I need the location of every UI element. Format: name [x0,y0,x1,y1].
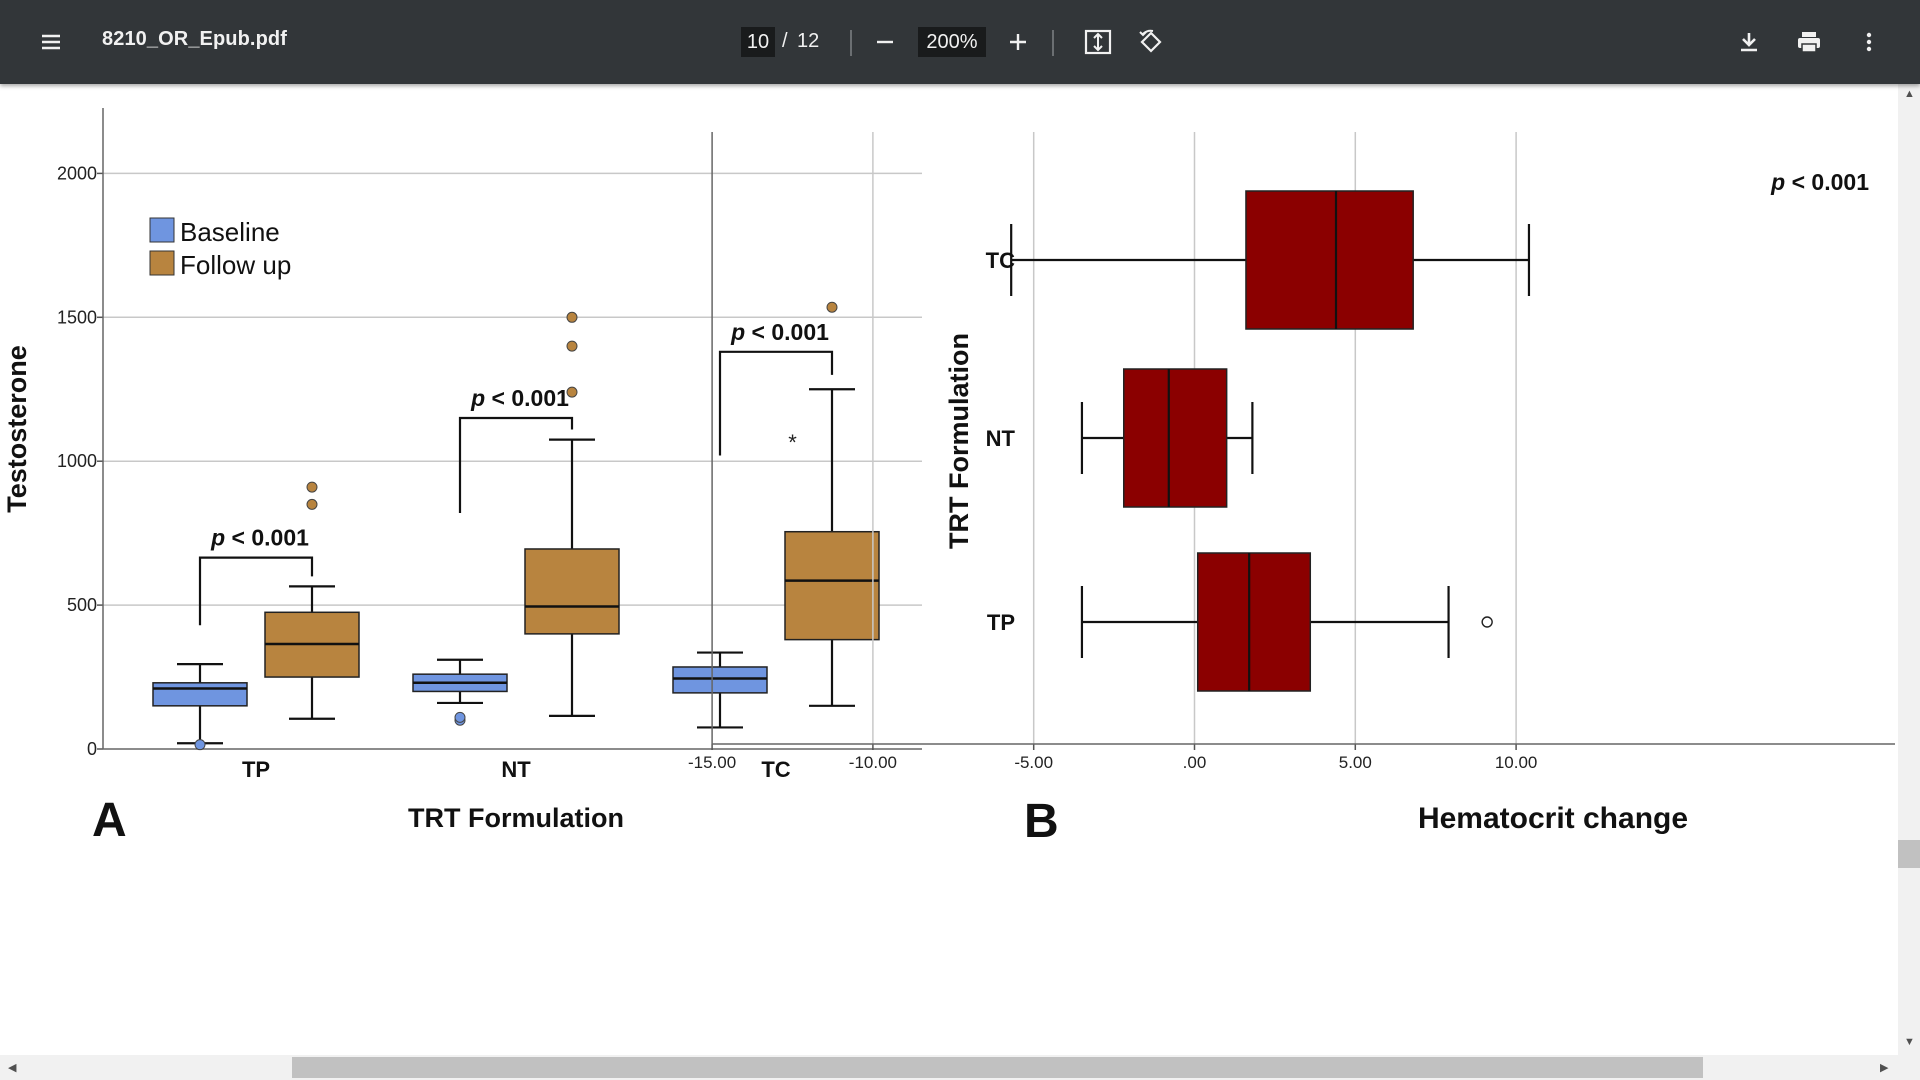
x-category-label: NT [501,757,531,782]
p-threshold: < 0.001 [485,385,569,411]
y-category-label: NT [986,426,1016,451]
x-category-label: TP [242,757,270,782]
scroll-down-icon[interactable]: ▼ [1904,1036,1915,1048]
fit-page-icon[interactable] [1077,21,1119,63]
menu-icon[interactable] [30,21,72,63]
legend-swatch-followup [149,250,175,276]
outlier-point [454,711,466,723]
box-followup-tp [264,481,360,720]
y-axis-title: Testosterone [2,345,32,513]
page-total: 12 [797,30,820,52]
outlier-point [826,301,838,313]
y-tick-label: 0 [87,739,97,759]
zoom-in-icon[interactable] [997,21,1039,63]
y-category-label: TP [987,610,1015,635]
box-baseline-nt [412,658,508,726]
x-tick-label: -10.00 [849,753,897,772]
box-baseline-tp [152,662,248,751]
y-tick-label: 500 [67,595,97,615]
box-baseline-tc [672,651,768,729]
toolbar-divider [1052,30,1054,56]
y-tick-label: 1500 [57,307,97,327]
toolbar-divider [850,30,852,56]
x-tick-label: .00 [1183,753,1207,772]
p-value-label: p < 0.001 [470,385,569,411]
outlier-point [194,739,206,751]
p-threshold: < 0.001 [1785,169,1869,195]
x-tick-label: -15.00 [688,753,736,772]
box [1196,552,1312,692]
p-value-label: p < 0.001 [210,525,309,551]
x-category-label: TC [761,757,790,782]
legend-label-followup: Follow up [180,250,291,280]
extreme-point: * [788,430,797,455]
print-icon[interactable] [1788,21,1830,63]
y-axis-title: TRT Formulation [944,333,974,549]
p-threshold: < 0.001 [745,319,829,345]
box-followup-nt [524,311,620,718]
significance-bracket: p < 0.001 [718,319,834,456]
rotate-icon[interactable] [1130,21,1172,63]
x-tick-label: 5.00 [1339,753,1372,772]
bracket-line [198,556,314,626]
box [672,666,768,694]
box [1122,368,1228,508]
zoom-level-input[interactable]: 200% [918,27,986,57]
box-hematocrit-tp [1080,552,1493,692]
pdf-toolbar: 8210_OR_Epub.pdf 10 / 12 200% [0,0,1920,84]
vertical-scrollbar[interactable] [1898,84,1920,1055]
p-symbol: p [470,385,485,411]
panel-label-b: B [1024,795,1059,848]
legend-swatch-baseline [149,217,175,243]
p-symbol: p [1770,169,1785,195]
scroll-right-icon[interactable]: ▶ [1880,1062,1889,1074]
outlier-point [566,340,578,352]
box-hematocrit-tc [1010,190,1531,330]
p-symbol: p [210,525,225,551]
x-tick-label: -5.00 [1014,753,1053,772]
horizontal-scrollbar-thumb[interactable] [292,1057,1703,1078]
bracket-line [718,350,834,456]
download-icon[interactable] [1728,21,1770,63]
pdf-viewer[interactable]: 0 500 1000 1500 2000 TP NT TC p < 0.001 p < 0.001… [0,84,1898,1055]
y-tick-label: 1000 [57,451,97,471]
y-category-label: TC [986,248,1015,273]
x-axis-title: TRT Formulation [408,803,624,833]
p-value-label: p < 0.001 [1770,169,1869,195]
outlier-point [566,311,578,323]
box [524,548,620,635]
page-number-input[interactable]: 10 [741,27,775,57]
p-value-label: p < 0.001 [730,319,829,345]
scroll-up-icon[interactable]: ▲ [1904,88,1915,100]
scroll-left-icon[interactable]: ◀ [8,1062,17,1074]
y-tick-label: 2000 [57,163,97,183]
bracket-line [458,416,574,514]
outlier-point [306,481,318,493]
zoom-out-icon[interactable] [864,21,906,63]
significance-bracket: p < 0.001 [198,525,314,626]
page-separator: / [782,30,788,52]
vertical-scrollbar-thumb[interactable] [1898,840,1920,868]
p-threshold: < 0.001 [225,525,309,551]
chart-panel-b: -15.00 -10.00 -5.00 .00 5.00 10.00 TC * NT TP p < … [688,132,1895,835]
box [1245,190,1414,330]
p-symbol: p [730,319,745,345]
significance-bracket: p < 0.001 [458,385,574,514]
more-vert-icon[interactable] [1848,21,1890,63]
outlier-point [306,498,318,510]
box [784,530,880,641]
outlier-point [1481,616,1493,628]
legend-label-baseline: Baseline [180,217,280,247]
document-title: 8210_OR_Epub.pdf [102,28,287,50]
box-hematocrit-nt: * [788,368,1254,508]
x-tick-label: 10.00 [1495,753,1538,772]
panel-label-a: A [92,794,127,847]
box-followup-tc [784,301,880,707]
outlier-point [566,386,578,398]
x-axis-title: Hematocrit change [1418,802,1688,835]
box [152,682,248,707]
